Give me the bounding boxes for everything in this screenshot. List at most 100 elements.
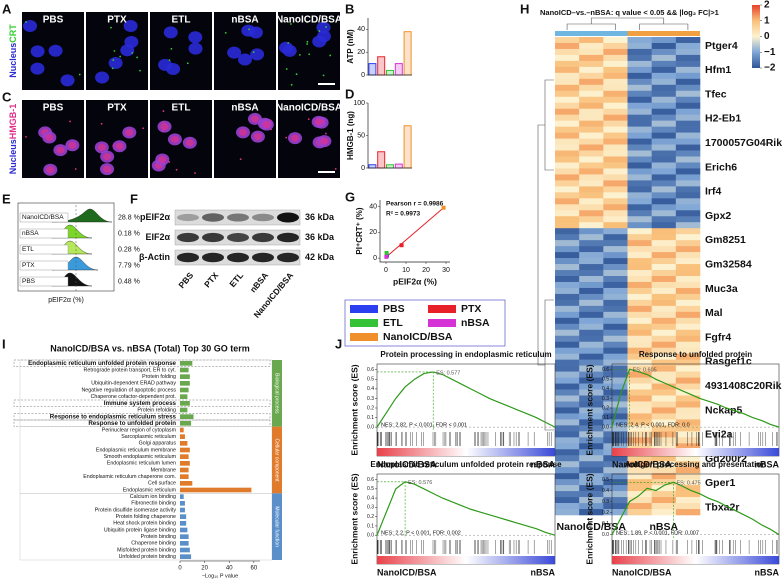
heat-cell	[579, 491, 604, 498]
fit-line	[386, 207, 444, 258]
heat-cell	[579, 138, 604, 145]
heat-cell	[555, 258, 580, 265]
category-label: Protein disulfide isomerase activity	[95, 507, 177, 513]
heat-cell	[651, 216, 677, 223]
stain-dot	[290, 23, 292, 25]
heat-cell	[555, 90, 580, 98]
flow-histogram	[51, 208, 113, 223]
heat-cell	[579, 192, 604, 199]
heat-cell	[651, 72, 677, 80]
legend-swatch	[350, 333, 378, 341]
nucleus	[30, 45, 45, 58]
heat-cell	[651, 180, 677, 187]
gene-label: Evi2a	[705, 429, 733, 441]
category-label: Endoplasmic reticulum membrane	[96, 447, 176, 453]
y-tick-label: 0.5	[602, 477, 609, 483]
gene-label: Erich6	[705, 161, 737, 173]
heat-cell	[651, 407, 677, 414]
nucleus-core	[97, 143, 106, 151]
bar	[368, 164, 377, 169]
heat-cell	[555, 144, 580, 151]
heat-cell	[579, 204, 604, 211]
x-axis-label: −Log₁₀ P value	[202, 573, 238, 579]
bar	[180, 481, 193, 486]
heat-cell	[675, 413, 701, 420]
gene-label: Hfm1	[705, 64, 731, 76]
condition-label: PTX	[107, 15, 127, 26]
heat-cell	[675, 198, 701, 205]
heat-cell	[627, 503, 652, 510]
heat-cell	[651, 162, 677, 169]
heat-cell	[627, 90, 652, 98]
stain-dot	[168, 161, 171, 163]
bar	[180, 487, 252, 493]
heat-cell	[579, 246, 604, 253]
stain-dot	[306, 21, 309, 23]
axes	[379, 200, 450, 263]
gene-label: Irf4	[705, 186, 722, 198]
stain-dot	[248, 28, 250, 31]
gene-label: Gper1	[705, 477, 736, 489]
legend-label: PTX	[461, 303, 481, 315]
heat-cell	[555, 347, 580, 354]
condition-label: PTX	[107, 103, 127, 114]
heat-cell	[555, 383, 580, 390]
heat-cell	[603, 365, 628, 372]
axes	[367, 18, 412, 76]
heat-cell	[579, 120, 604, 127]
chart-title: Antigen processing and presentation	[625, 460, 766, 469]
heat-cell	[579, 78, 604, 86]
heat-cell	[603, 473, 628, 480]
heat-cell	[579, 84, 604, 92]
stain-dot	[306, 43, 309, 45]
band	[202, 232, 224, 243]
group-label: Molecular function	[274, 506, 280, 547]
nucleus-core	[250, 115, 259, 123]
heat-cell	[627, 258, 652, 265]
heat-cell	[675, 234, 701, 241]
heat-cell	[603, 329, 628, 337]
heat-cell	[603, 407, 628, 414]
heat-cell	[603, 96, 628, 104]
heat-cell	[627, 252, 652, 259]
legend-swatch	[350, 319, 378, 327]
y-tick-label: 50	[357, 132, 365, 139]
heat-cell	[627, 120, 652, 127]
nucleus-core	[262, 121, 271, 129]
heat-cell	[555, 485, 580, 492]
bar	[368, 63, 377, 76]
y-tick-label: 0.0	[602, 532, 609, 538]
x-tick-label: 40	[226, 566, 233, 572]
heat-cell	[627, 473, 652, 480]
heat-cell	[627, 114, 652, 121]
category-label: Calcium ion binding	[130, 494, 176, 500]
heat-cell	[675, 359, 701, 366]
group-strip	[272, 493, 282, 560]
heat-cell	[555, 335, 580, 343]
condition-label: NanoICD/BSA	[276, 15, 342, 26]
heat-cell	[651, 252, 677, 259]
flow-frame	[17, 202, 115, 292]
gene-label: Tbxa2r	[705, 501, 739, 513]
stats: NES: 2.2, P < 0.001, FDR: 0.002	[381, 530, 461, 536]
heat-cell	[627, 276, 652, 283]
heat-cell	[555, 425, 580, 432]
nucleus-core	[314, 118, 323, 126]
heat-cell	[651, 222, 677, 229]
category-label: Negative regulation of apoptotic process	[81, 387, 176, 393]
gene-label: Rasgef1c	[705, 356, 752, 368]
y-tick-label: 40	[357, 26, 365, 33]
heat-cell	[675, 192, 701, 199]
heat-cell	[651, 359, 677, 366]
heat-cell	[675, 54, 701, 62]
heat-cell	[675, 305, 701, 313]
group-label: NanoICD/BSA	[377, 459, 437, 469]
y-tick-label: 0.5	[602, 377, 609, 383]
heat-cell	[579, 132, 604, 139]
heat-cell	[579, 90, 604, 98]
heat-cell	[579, 281, 604, 289]
heat-cell	[627, 413, 652, 420]
band	[227, 233, 249, 242]
heat-cell	[675, 347, 701, 354]
heatmap-title: NanoICD–vs.–nBSA: q value < 0.05 && |log…	[540, 8, 719, 17]
